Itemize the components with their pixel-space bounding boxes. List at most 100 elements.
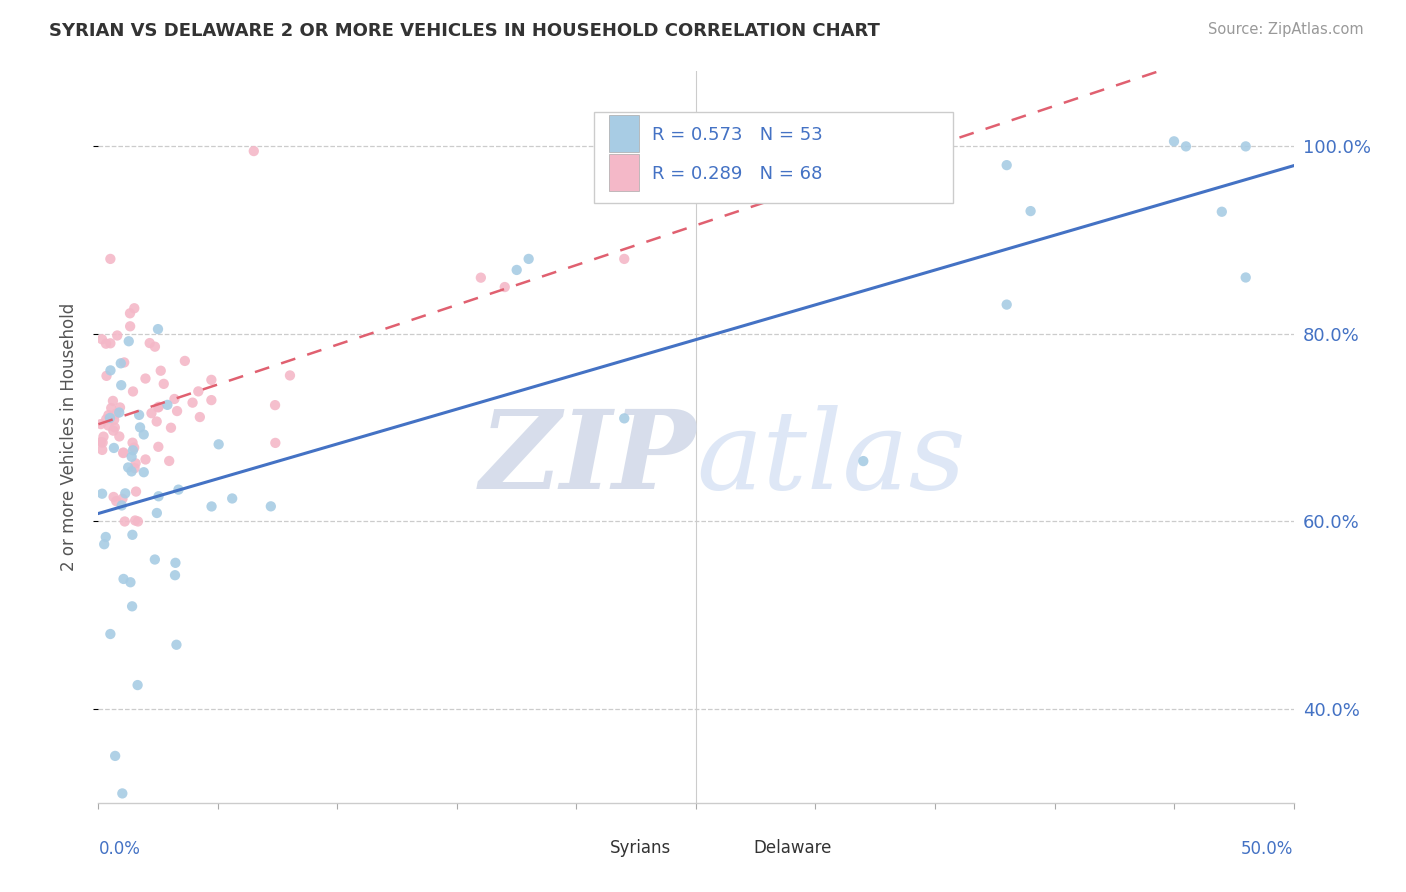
Point [96, 412, 118, 426]
Point [173, 354, 195, 368]
Point [112, 445, 135, 459]
Point [146, 506, 169, 520]
Point [517, 252, 540, 266]
Point [138, 336, 160, 351]
Point [152, 376, 174, 391]
Point [105, 328, 128, 343]
Point [163, 392, 186, 406]
Point [124, 461, 146, 475]
Point [148, 440, 170, 454]
Point [124, 514, 146, 528]
Point [94, 530, 117, 544]
Point [129, 420, 152, 434]
Point [90, 435, 112, 450]
Point [124, 456, 146, 470]
Point [120, 575, 142, 590]
Point [97, 418, 120, 433]
Point [93, 537, 115, 551]
Point [167, 483, 190, 497]
Point [103, 490, 125, 504]
Point [1234, 139, 1257, 153]
Point [104, 748, 127, 763]
Point [110, 356, 132, 370]
Point [143, 552, 166, 566]
Point [91, 486, 114, 500]
Point [111, 786, 134, 800]
Point [200, 373, 222, 387]
Point [141, 406, 163, 420]
Point [90, 417, 112, 431]
Point [127, 678, 149, 692]
Point [243, 144, 266, 158]
Point [1019, 204, 1042, 219]
Point [1175, 139, 1198, 153]
Point [208, 437, 231, 451]
FancyBboxPatch shape [595, 112, 953, 203]
Point [117, 460, 139, 475]
Point [108, 401, 131, 415]
Text: Source: ZipAtlas.com: Source: ZipAtlas.com [1208, 22, 1364, 37]
Point [134, 452, 156, 467]
Point [121, 528, 143, 542]
Point [613, 411, 636, 425]
Point [111, 491, 134, 506]
Point [1163, 134, 1185, 148]
Point [132, 465, 155, 479]
Point [94, 336, 117, 351]
Point [91, 332, 114, 346]
Point [163, 568, 186, 582]
Point [264, 436, 287, 450]
Point [181, 395, 204, 409]
Point [112, 355, 135, 369]
Point [148, 400, 170, 414]
Point [120, 319, 142, 334]
Point [91, 442, 114, 457]
Point [98, 252, 122, 266]
Point [122, 443, 145, 458]
Point [118, 306, 141, 320]
Point [157, 454, 180, 468]
Point [260, 500, 283, 514]
Point [124, 301, 146, 316]
Point [128, 408, 150, 422]
Point [121, 464, 143, 478]
Point [278, 368, 301, 383]
Point [165, 556, 187, 570]
Text: ZIP: ZIP [479, 405, 696, 513]
Point [160, 421, 183, 435]
Text: R = 0.573   N = 53: R = 0.573 N = 53 [652, 126, 823, 144]
Point [470, 270, 492, 285]
Point [93, 430, 115, 444]
Point [91, 435, 114, 450]
FancyBboxPatch shape [576, 837, 603, 860]
Point [98, 411, 121, 425]
Point [108, 429, 131, 443]
Point [1234, 270, 1257, 285]
Point [166, 404, 188, 418]
Point [494, 280, 516, 294]
Point [105, 494, 128, 508]
Point [112, 446, 135, 460]
Text: Delaware: Delaware [754, 839, 832, 857]
Point [110, 378, 132, 392]
Point [132, 427, 155, 442]
Point [852, 454, 875, 468]
Point [127, 515, 149, 529]
Point [121, 450, 143, 464]
Point [98, 627, 122, 641]
Point [146, 322, 169, 336]
Point [100, 363, 122, 377]
Point [96, 368, 118, 383]
Point [101, 393, 124, 408]
Point [122, 384, 145, 399]
Point [995, 158, 1018, 172]
Point [100, 401, 122, 415]
Point [156, 398, 179, 412]
Point [118, 334, 141, 349]
Text: SYRIAN VS DELAWARE 2 OR MORE VEHICLES IN HOUSEHOLD CORRELATION CHART: SYRIAN VS DELAWARE 2 OR MORE VEHICLES IN… [49, 22, 880, 40]
Point [148, 401, 170, 415]
Point [108, 405, 131, 419]
Point [112, 572, 135, 586]
Text: atlas: atlas [696, 405, 966, 513]
Point [506, 263, 529, 277]
